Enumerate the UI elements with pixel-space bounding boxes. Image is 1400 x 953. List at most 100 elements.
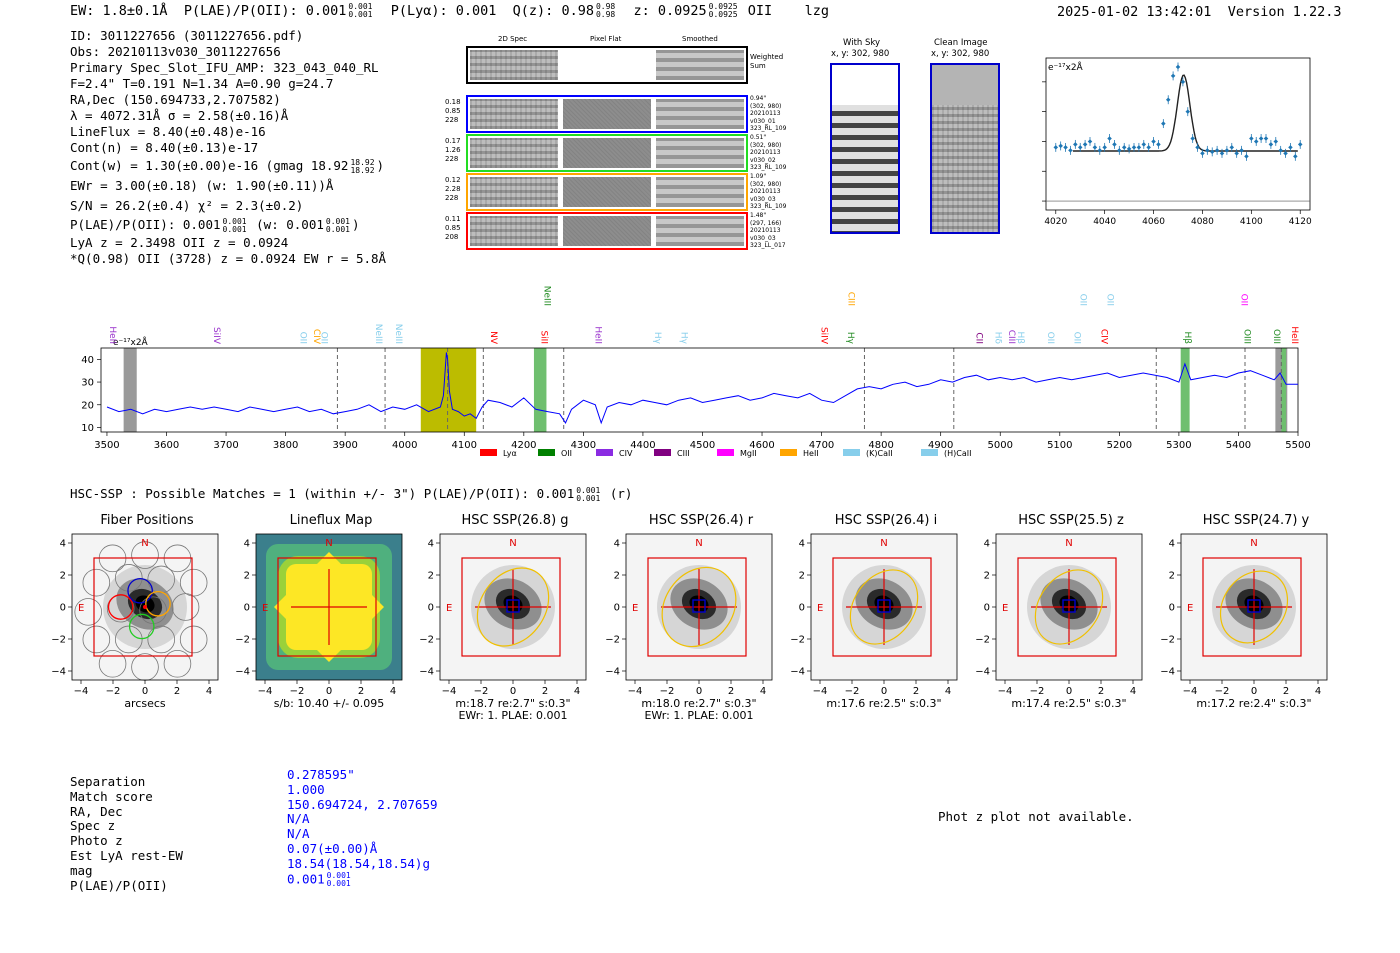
cutout-weight-value: 0.18 (445, 98, 461, 106)
emission-line-marker: HeII (107, 326, 117, 344)
emission-line-marker: OII (1072, 332, 1082, 344)
legend-swatch (654, 449, 671, 456)
y-tick-label: −4 (1160, 667, 1175, 678)
fiber-circle (163, 649, 192, 678)
x-tick-label: 0 (142, 686, 148, 697)
legend-label: Lyα (503, 449, 517, 458)
info-plae-text: P(LAE)/P(OII): 0.001 (70, 217, 221, 232)
zoom-x-tick-label: 4020 (1044, 217, 1067, 227)
spectrum-x-tick-label: 3700 (213, 440, 238, 451)
y-tick-label: −2 (235, 635, 250, 646)
compass-e: E (262, 603, 268, 614)
spectrum-unit-label: e⁻¹⁷x2Å (113, 336, 149, 348)
header-ew: EW: 1.8±0.1Å (70, 3, 168, 19)
cutout-weights: 0.12 2.28 228 (445, 176, 461, 203)
zoom-data-point (1097, 148, 1103, 153)
cutout-fiber-info-line: (302, 980) (750, 102, 782, 110)
y-tick-label: 2 (984, 571, 990, 582)
cutout-flat (563, 99, 651, 129)
cutout-fiber-info-line: 1.48" (750, 212, 767, 219)
fiber-circle (82, 625, 111, 654)
cutout-weight-value: 0.11 (445, 215, 461, 223)
info-lya: LyA z = 2.3498 OII z = 0.0924 (70, 235, 289, 250)
legend-swatch (843, 449, 860, 456)
aperture-box (647, 557, 747, 657)
match-value: 150.694724, 2.707659 (287, 796, 438, 812)
x-tick-label: 4 (760, 686, 766, 697)
hsc-panel-title: HSC SSP(26.8) g (461, 513, 569, 528)
y-tick-label: 2 (428, 571, 434, 582)
hsc-panel-caption: m:17.2 re:2.4" s:0.3" (1196, 697, 1312, 710)
with-sky-xy: x, y: 302, 980 (831, 49, 890, 59)
fiber-blue (127, 577, 153, 604)
hsc-title: HSC-SSP : Possible Matches = 1 (within +… (70, 486, 632, 503)
header-plya: P(Lyα): 0.001 (390, 3, 497, 19)
emission-line-marker: OIII (1241, 329, 1251, 344)
info-id: ID: 3011227656 (3011227656.pdf) (70, 28, 304, 43)
info-obs: Obs: 20210113v030_3011227656 (70, 44, 281, 59)
cutout-weight-value: 0.85 (445, 224, 461, 232)
y-tick-label: −2 (51, 635, 66, 646)
zoom-data-point (1082, 142, 1088, 147)
emission-line-marker: NeIII (542, 286, 552, 306)
spectrum-y-tick-label: 10 (81, 423, 94, 434)
y-tick-label: 0 (984, 603, 990, 614)
y-tick-label: 2 (614, 571, 620, 582)
legend-swatch (480, 449, 497, 456)
match-label: RA, Dec (70, 803, 123, 819)
cutout-fiber-info: 1.48" (297, 166) 20210113 v030_03 323_LL_017 (750, 212, 786, 250)
col-flat-label: Pixel Flat (590, 35, 622, 43)
compass-e: E (446, 603, 452, 614)
cutout-fiber-info-line: 323_RL_109 (750, 164, 787, 172)
zoom-data-point (1068, 148, 1073, 153)
x-tick-label: −2 (845, 686, 860, 697)
match-value: 1.000 (287, 781, 325, 797)
legend-label: CIII (677, 449, 690, 458)
hsc-panel-title: HSC SSP(24.7) y (1202, 513, 1310, 528)
spectrum-x-tick-label: 5000 (988, 440, 1013, 451)
emission-line-marker: OII (1078, 294, 1088, 306)
legend-label: HeII (803, 449, 819, 458)
cutout-smooth (656, 216, 744, 246)
info-plae-w-sub: 0.001 (325, 224, 350, 234)
zoom-data-point (1136, 145, 1142, 150)
emission-line-marker: Hγ (845, 332, 855, 345)
match-values: 0.278595" 1.000 150.694724, 2.707659 N/A N/A… (287, 767, 438, 888)
x-tick-label: −4 (998, 686, 1013, 697)
x-tick-label: 0 (1066, 686, 1072, 697)
weighted-sum-row (466, 46, 748, 84)
x-tick-label: −4 (628, 686, 643, 697)
target-box (506, 599, 520, 613)
spectrum-x-tick-label: 4100 (452, 440, 477, 451)
header-right: 2025-01-02 13:42:01 Version 1.22.3 (1057, 4, 1342, 20)
hsc-panel-title: HSC SSP(25.5) z (1018, 513, 1124, 528)
zoom-data-point (1253, 139, 1259, 144)
y-tick-label: 4 (1169, 539, 1175, 550)
fiber-center (143, 605, 147, 609)
cutout-row (466, 212, 748, 250)
y-tick-label: −4 (975, 667, 990, 678)
header-z-sup: 0.0925 (708, 2, 738, 11)
header-z: z: 0.0925 (633, 3, 707, 19)
zoom-data-point (1297, 142, 1303, 147)
x-tick-label: −2 (1030, 686, 1045, 697)
emission-line-marker: Hβ (1015, 331, 1025, 344)
legend-label: OII (561, 449, 572, 458)
info-ewr: EWr = 3.00(±0.18) (w: 1.90(±0.11))Å (70, 178, 334, 193)
info-lambda: λ = 4072.31Å σ = 2.58(±0.16)Å (70, 108, 289, 123)
match-label: Spec z (70, 818, 116, 834)
x-tick-label: −4 (1183, 686, 1198, 697)
y-tick-label: 2 (1169, 571, 1175, 582)
emission-line-marker: NV (488, 331, 498, 345)
cutout-fiber-info-line: 323_LL_017 (750, 242, 786, 250)
emission-line-marker: NeIII (373, 324, 383, 344)
cutout-fiber-info-line: (302, 980) (750, 141, 782, 149)
info-plae-w: (w: 0.001 (256, 217, 324, 232)
match-plae-plae_sup: 0.001 (326, 870, 351, 880)
hsc-title-sup: 0.001 (576, 485, 601, 495)
spectrum-x-tick-label: 4900 (928, 440, 953, 451)
cutout-fiber-info-line: 20210113 (750, 149, 781, 157)
match-value: N/A (287, 826, 310, 842)
y-tick-label: 2 (244, 571, 250, 582)
x-tick-label: 2 (358, 686, 364, 697)
